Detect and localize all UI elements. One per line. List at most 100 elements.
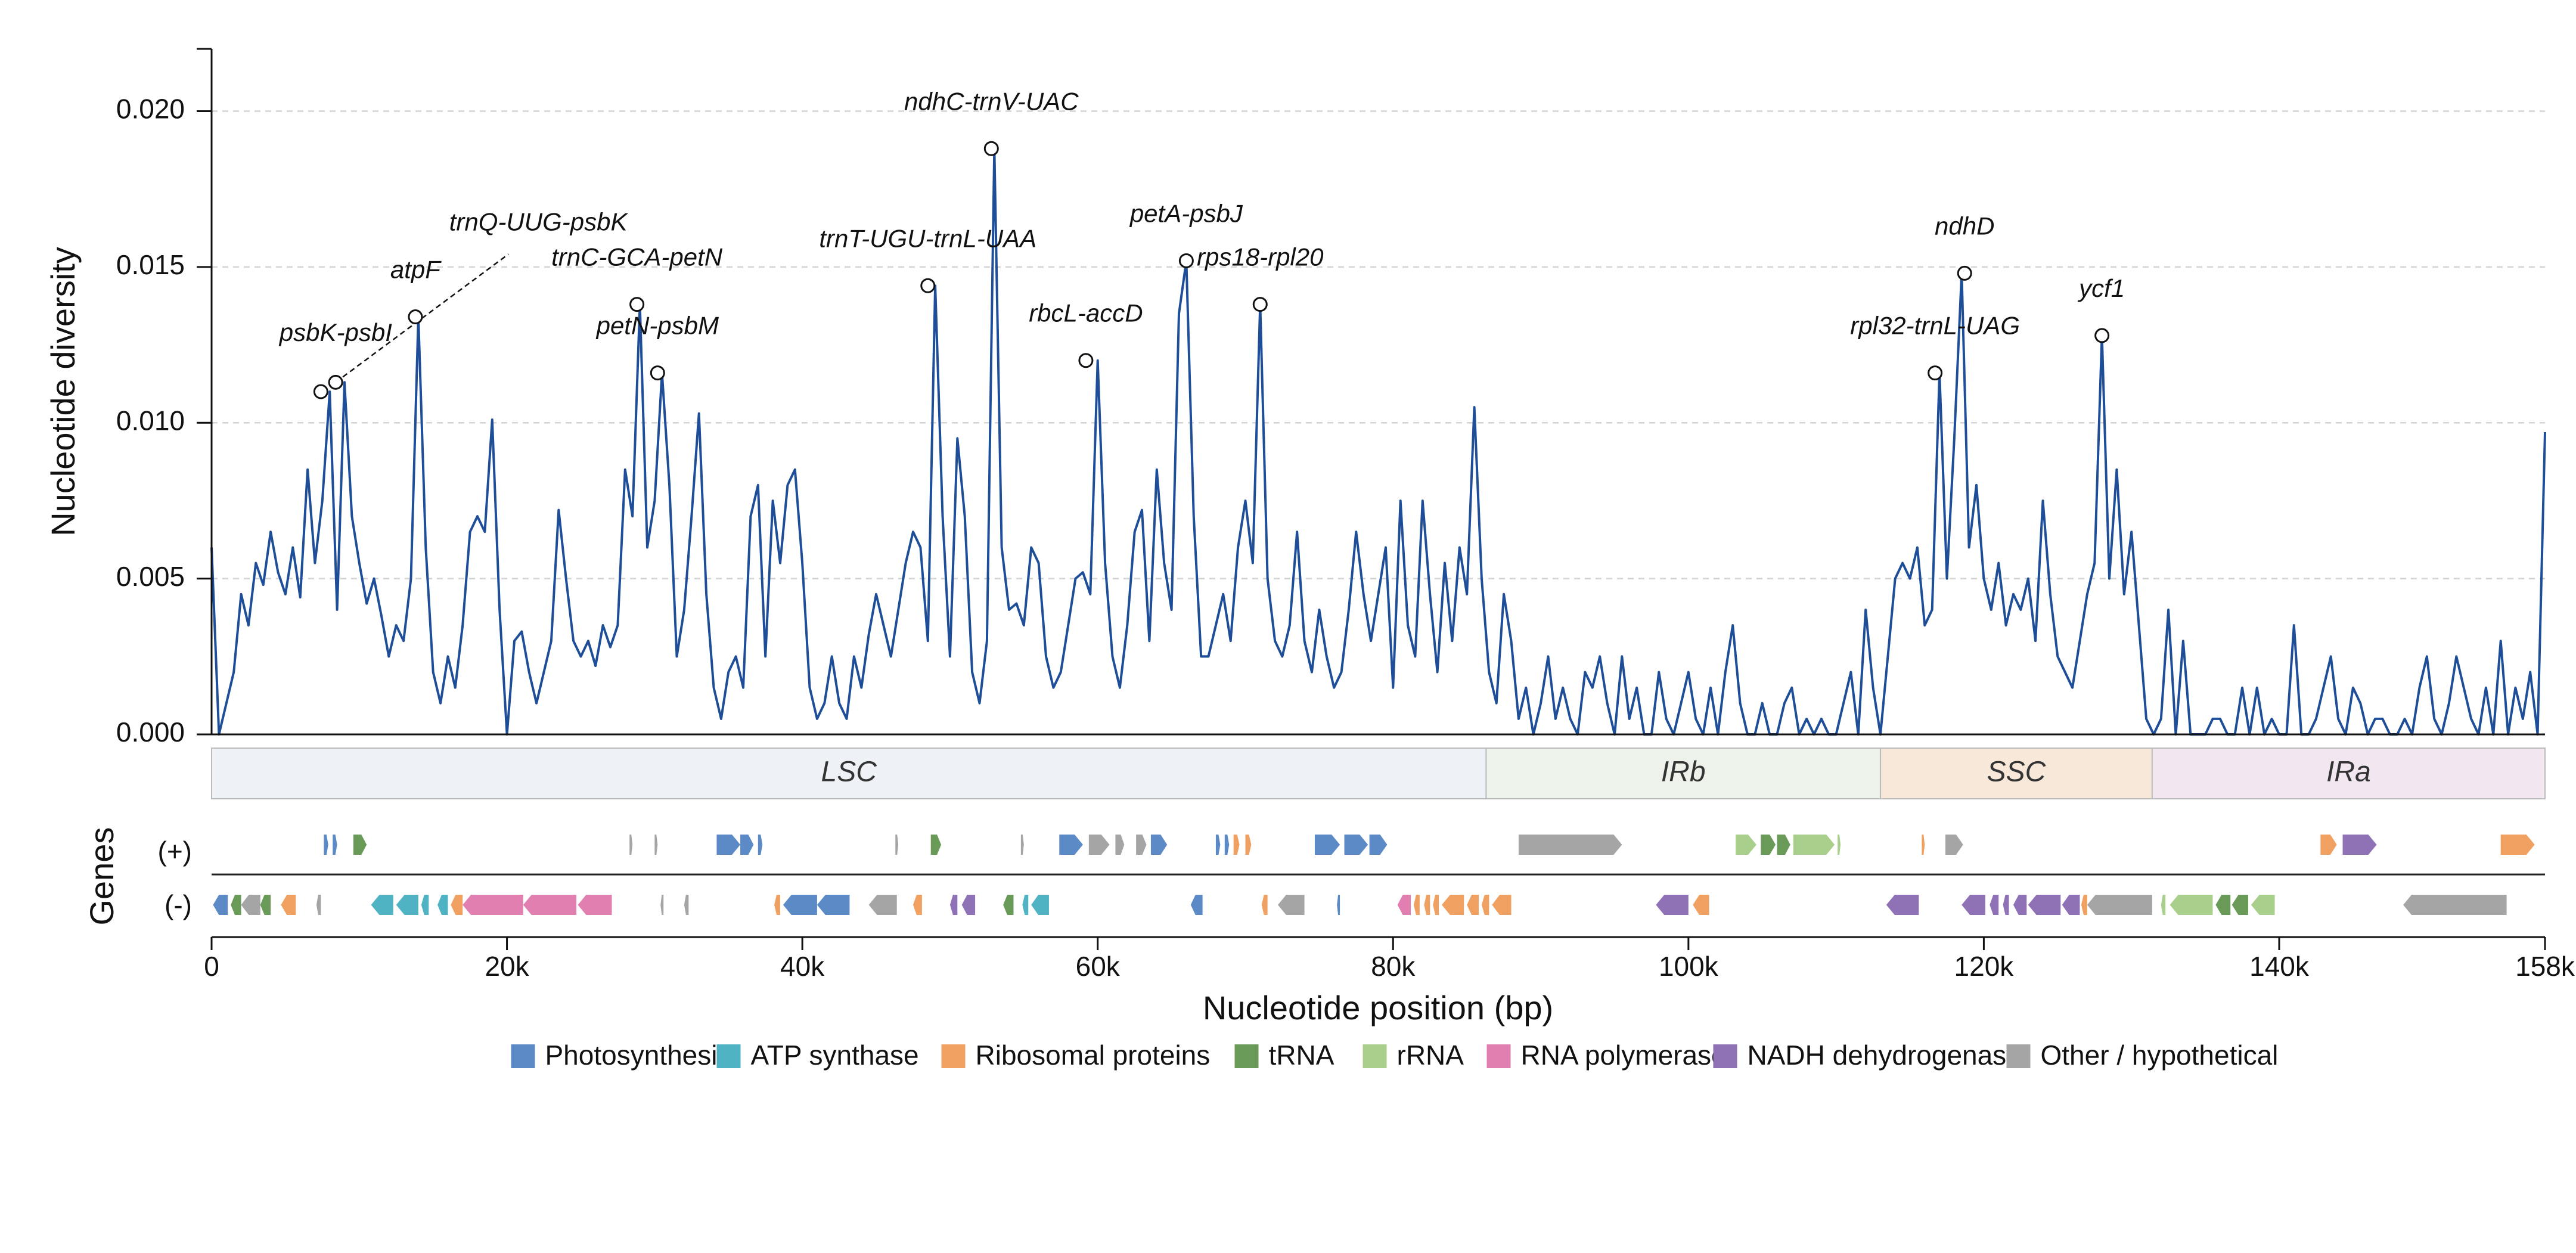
gene-arrow bbox=[1736, 835, 1756, 855]
axes: 0.000 0.005 0.010 0.015 0.020 0 20k 40k 60k 80k 10… bbox=[116, 48, 2575, 982]
gene-arrow bbox=[1397, 895, 1411, 915]
peak-label: petN-psbM bbox=[595, 312, 719, 340]
gene-arrow bbox=[1337, 895, 1340, 915]
gene-arrow bbox=[1962, 895, 1985, 915]
peak-label: petA-psbJ bbox=[1129, 199, 1243, 227]
gene-arrow bbox=[684, 895, 689, 915]
y-tick-label: 0.000 bbox=[116, 717, 185, 748]
peak-marker bbox=[920, 278, 936, 293]
gene-arrow bbox=[1369, 835, 1388, 855]
gene-arrow bbox=[1150, 835, 1168, 855]
y-axis-title: Nucleotide diversity bbox=[44, 247, 82, 536]
x-tick-label: 140k bbox=[2249, 951, 2310, 982]
x-tick-label: 80k bbox=[1371, 951, 1416, 982]
gene-arrow bbox=[654, 835, 658, 855]
legend-swatch bbox=[1363, 1044, 1387, 1068]
gene-arrow bbox=[2320, 835, 2337, 855]
gene-arrow bbox=[1886, 895, 1919, 915]
gene-arrow bbox=[324, 835, 328, 855]
gene-arrow bbox=[1115, 835, 1125, 855]
region-block bbox=[2151, 748, 2546, 799]
grid-lines bbox=[212, 110, 2545, 579]
gene-arrow bbox=[396, 895, 418, 915]
gene-arrow bbox=[1136, 835, 1147, 855]
gene-arrow bbox=[2170, 895, 2213, 915]
gene-arrow bbox=[1003, 895, 1014, 915]
gene-arrow bbox=[2003, 895, 2009, 915]
gene-arrow bbox=[1031, 895, 1049, 915]
gene-arrow bbox=[231, 895, 241, 915]
genes-axis-label: Genes bbox=[83, 827, 120, 926]
gene-arrow bbox=[1838, 835, 1841, 855]
y-tick-label: 0.005 bbox=[116, 561, 185, 592]
gene-arrow bbox=[1413, 895, 1420, 915]
legend-label: RNA polymerase bbox=[1521, 1040, 1727, 1071]
gene-arrow bbox=[2251, 895, 2275, 915]
x-tick-label: 20k bbox=[485, 951, 529, 982]
peak-marker bbox=[2094, 328, 2110, 343]
gene-arrow bbox=[1344, 835, 1368, 855]
x-tick-label: 100k bbox=[1659, 951, 1719, 982]
region-label: IRb bbox=[1661, 756, 1706, 788]
region-label: IRa bbox=[2326, 756, 2371, 788]
gene-arrow bbox=[1314, 835, 1340, 855]
gene-arrow bbox=[1481, 895, 1489, 915]
gene-arrow bbox=[1761, 835, 1776, 855]
peak-marker bbox=[1957, 265, 1972, 281]
x-tick-label: 0 bbox=[204, 951, 219, 982]
peak-label: trnC-GCA-petN bbox=[551, 243, 723, 271]
peak-marker bbox=[1252, 297, 1268, 312]
legend-swatch bbox=[941, 1044, 966, 1068]
gene-arrow bbox=[1278, 895, 1305, 915]
gene-arrow bbox=[523, 895, 577, 915]
gene-track bbox=[213, 835, 2535, 915]
gene-arrow bbox=[1656, 895, 1689, 915]
gene-arrow bbox=[1922, 835, 1925, 855]
peak-marker bbox=[313, 384, 328, 399]
gene-arrow bbox=[1020, 835, 1024, 855]
peak-label: ycf1 bbox=[2077, 274, 2125, 302]
gene-arrow bbox=[2403, 895, 2507, 915]
x-tick-label: 60k bbox=[1076, 951, 1121, 982]
gene-arrow bbox=[578, 895, 612, 915]
gene-arrow bbox=[213, 895, 228, 915]
peak-marker bbox=[1928, 365, 1943, 381]
gene-arrow bbox=[783, 895, 817, 915]
peak-label: ndhC-trnV-UAC bbox=[904, 87, 1079, 115]
gene-arrow bbox=[2081, 895, 2087, 915]
peak-label: psbK-psbI bbox=[278, 318, 392, 346]
gene-arrow bbox=[451, 895, 463, 915]
gene-arrow bbox=[660, 895, 664, 915]
strand-minus-label: (-) bbox=[165, 889, 192, 920]
gene-arrow bbox=[463, 895, 523, 915]
gene-arrow bbox=[1233, 835, 1240, 855]
y-tick-label: 0.020 bbox=[116, 94, 185, 125]
gene-arrow bbox=[1224, 835, 1230, 855]
gene-arrow bbox=[1059, 835, 1083, 855]
gene-arrow bbox=[895, 835, 899, 855]
gene-arrow bbox=[1190, 895, 1203, 915]
legend-swatch bbox=[1713, 1044, 1737, 1068]
gene-arrow bbox=[2215, 895, 2231, 915]
legend: Photosynthesis ATP synthase Ribosomal prot… bbox=[511, 1040, 2278, 1071]
legend-swatch bbox=[511, 1044, 535, 1068]
gene-arrow bbox=[716, 835, 741, 855]
gene-arrow bbox=[1424, 895, 1430, 915]
gene-arrow bbox=[421, 895, 429, 915]
gene-arrow bbox=[260, 895, 271, 915]
gene-arrow bbox=[868, 895, 897, 915]
gene-arrow bbox=[930, 835, 942, 855]
y-tick-label: 0.010 bbox=[116, 405, 185, 436]
gene-arrow bbox=[1518, 835, 1622, 855]
peak-label: rbcL-accD bbox=[1029, 299, 1143, 327]
gene-arrow bbox=[1492, 895, 1512, 915]
gene-arrow bbox=[774, 895, 780, 915]
legend-label: Photosynthesis bbox=[545, 1040, 731, 1071]
gene-arrow bbox=[2232, 895, 2248, 915]
gene-arrow bbox=[1022, 895, 1029, 915]
gene-arrow bbox=[371, 895, 393, 915]
peak-label: trnQ-UUG-psbK bbox=[449, 207, 629, 235]
gene-arrow bbox=[740, 835, 754, 855]
peak-marker bbox=[328, 374, 343, 390]
